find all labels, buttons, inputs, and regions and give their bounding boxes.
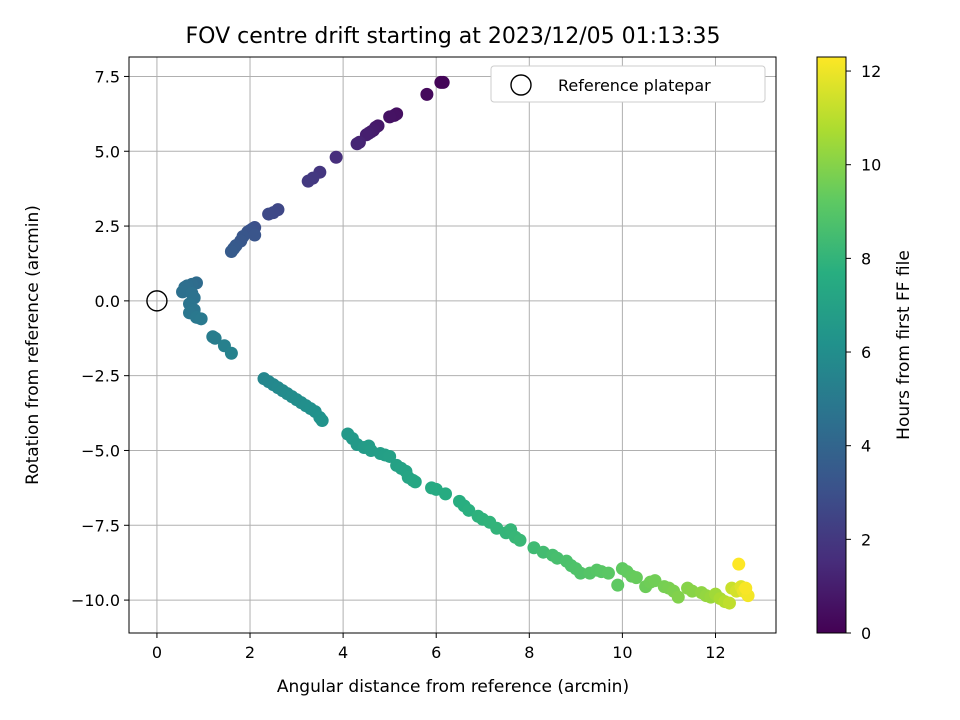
data-point	[513, 533, 527, 547]
data-point	[439, 487, 453, 501]
data-point	[408, 475, 422, 489]
colorbar-tick-label: 10	[861, 156, 881, 175]
data-point	[629, 571, 643, 585]
data-point	[436, 75, 450, 89]
x-tick-label: 10	[612, 643, 632, 662]
legend-label-reference: Reference platepar	[558, 76, 711, 95]
data-point	[722, 596, 736, 610]
data-point	[671, 590, 685, 604]
data-point	[350, 137, 364, 151]
x-tick-label: 8	[524, 643, 534, 662]
data-point	[732, 557, 746, 571]
colorbar	[816, 56, 847, 634]
legend-marker-reference	[510, 74, 532, 96]
y-tick-label: −7.5	[81, 516, 120, 535]
x-tick-label: 2	[245, 643, 255, 662]
chart-title: FOV centre drift starting at 2023/12/05 …	[186, 24, 721, 49]
data-point	[224, 346, 238, 360]
y-tick-label: −5.0	[81, 441, 120, 460]
y-tick-label: 0.0	[95, 292, 120, 311]
colorbar-tick-label: 8	[861, 249, 871, 268]
reference-group	[146, 290, 168, 312]
x-tick-label: 0	[152, 643, 162, 662]
data-point	[208, 331, 222, 345]
colorbar-tick-label: 12	[861, 62, 881, 81]
data-point	[194, 312, 208, 326]
colorbar-label: Hours from first FF file	[894, 250, 914, 440]
x-tick-label: 6	[431, 643, 441, 662]
data-point	[648, 574, 662, 588]
data-point	[611, 578, 625, 592]
y-tick-label: −10.0	[71, 591, 120, 610]
data-point	[383, 110, 397, 124]
data-point	[224, 244, 238, 258]
data-point	[329, 150, 343, 164]
y-tick-label: 5.0	[95, 142, 120, 161]
y-axis-label: Rotation from reference (arcmin)	[23, 205, 43, 485]
data-point	[301, 174, 315, 188]
colorbar-tick-label: 6	[861, 343, 871, 362]
x-axis-ticks: 0 2 4 6 8 10 12	[152, 633, 726, 662]
x-tick-label: 4	[338, 643, 348, 662]
x-tick-label: 12	[705, 643, 725, 662]
colorbar-tick-label: 0	[861, 624, 871, 643]
colorbar-ticks: 0 2 4 6 8 10 12	[846, 62, 881, 643]
data-point	[420, 87, 434, 101]
legend: Reference platepar	[490, 65, 766, 103]
data-point	[601, 566, 615, 580]
y-tick-label: −2.5	[81, 367, 120, 386]
data-point	[262, 207, 276, 221]
data-points	[176, 75, 755, 610]
colorbar-tick-label: 2	[861, 530, 871, 549]
data-point	[383, 449, 397, 463]
colorbar-tick-label: 4	[861, 437, 871, 456]
x-axis-label: Angular distance from reference (arcmin)	[277, 677, 629, 697]
grid	[129, 57, 776, 633]
data-point	[248, 228, 262, 242]
data-point	[315, 414, 329, 428]
legend-box	[490, 65, 766, 103]
reference-platepar-marker	[146, 290, 168, 312]
plot-frame	[128, 56, 777, 634]
data-point	[574, 566, 588, 580]
y-axis-ticks: −10.0 −7.5 −5.0 −2.5 0.0 2.5 5.0 7.5	[71, 67, 129, 610]
y-tick-label: 7.5	[95, 67, 120, 86]
data-point	[462, 503, 476, 517]
data-point	[739, 581, 753, 595]
y-tick-label: 2.5	[95, 217, 120, 236]
